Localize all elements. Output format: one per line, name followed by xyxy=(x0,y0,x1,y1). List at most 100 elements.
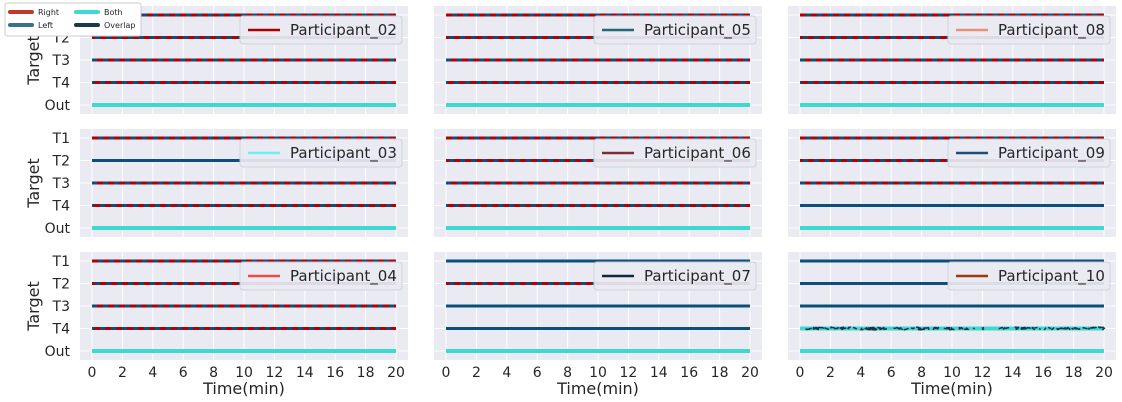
legend-label: Participant_08 xyxy=(998,21,1105,40)
y-axis-label: Target xyxy=(24,35,43,86)
track-noise-mark xyxy=(1060,327,1066,330)
track-noise-mark xyxy=(981,326,985,330)
x-tick-label: 8 xyxy=(917,365,926,381)
legend-label: Participant_06 xyxy=(644,144,751,163)
y-axis-label: Target xyxy=(24,281,43,332)
track-noise-mark xyxy=(882,326,885,330)
track-noise-mark xyxy=(821,326,825,329)
track-noise-mark xyxy=(965,327,970,331)
track-noise-mark xyxy=(1087,327,1090,330)
legend-label: Participant_03 xyxy=(290,144,397,163)
legend-box xyxy=(239,15,403,45)
x-tick-label: 12 xyxy=(265,365,283,381)
x-tick-label: 4 xyxy=(856,365,865,381)
subplot-participant-10: Participant_10 0 2 4 6 8 10 12 14 16 18 20 Time(min) xyxy=(788,252,1116,398)
y-tick-label: T4 xyxy=(52,322,71,338)
y-tick-label: Out xyxy=(45,221,71,237)
x-tick-label: 10 xyxy=(235,365,253,381)
figure-legend-label: Right xyxy=(38,8,59,17)
x-tick-label: 6 xyxy=(533,365,542,381)
track-noise-mark xyxy=(958,326,962,330)
figure-legend-label: Overlap xyxy=(104,21,135,30)
x-tick-label: 8 xyxy=(209,365,218,381)
track-noise-mark xyxy=(903,327,909,331)
y-tick-label: Out xyxy=(45,344,71,360)
x-tick-label: 20 xyxy=(1095,365,1113,381)
x-tick-label: 4 xyxy=(502,365,511,381)
x-tick-label: 16 xyxy=(1034,365,1052,381)
subplot-participant-07: Participant_07 0 2 4 6 8 10 12 14 16 18 20 Time(min) xyxy=(434,252,762,398)
legend-label: Participant_04 xyxy=(290,267,397,286)
track-noise-mark xyxy=(1101,327,1106,331)
figure-legend-label: Left xyxy=(38,21,53,30)
x-tick-label: 2 xyxy=(826,365,835,381)
x-tick-label: 18 xyxy=(357,365,375,381)
y-tick-label: T2 xyxy=(52,277,70,293)
y-tick-label: T1 xyxy=(52,131,70,147)
track-noise-mark xyxy=(927,326,930,331)
x-tick-label: 14 xyxy=(650,365,668,381)
track-noise-mark xyxy=(1043,327,1047,331)
track-noise-mark xyxy=(1056,327,1060,331)
x-tick-label: 20 xyxy=(741,365,759,381)
track-noise-mark xyxy=(895,326,901,330)
legend-label: Participant_09 xyxy=(998,144,1105,163)
track-noise-mark xyxy=(832,326,837,330)
track-noise-mark xyxy=(871,326,878,331)
track-noise-mark xyxy=(814,326,820,330)
track-noise-mark xyxy=(1050,326,1055,331)
track-noise-mark xyxy=(1093,326,1097,329)
y-tick-label: T4 xyxy=(52,76,71,92)
track-noise-mark xyxy=(1082,326,1088,330)
track-noise-mark xyxy=(950,327,955,331)
x-tick-label: 0 xyxy=(88,365,97,381)
legend-box xyxy=(239,261,403,291)
legend-box xyxy=(593,138,757,168)
subplot-participant-06: Participant_06 xyxy=(434,129,762,237)
y-tick-label: T1 xyxy=(52,254,70,270)
x-axis-label: Time(min) xyxy=(910,379,993,398)
legend-box xyxy=(239,138,403,168)
track-noise-mark xyxy=(998,326,1004,330)
legend-box xyxy=(947,261,1111,291)
subplot-participant-08: Participant_08 xyxy=(788,6,1116,114)
x-tick-label: 10 xyxy=(943,365,961,381)
figure-legend-box xyxy=(4,2,142,37)
y-axis-label: Target xyxy=(24,158,43,209)
x-tick-label: 14 xyxy=(296,365,314,381)
figure-legend: Right Both Left Overlap xyxy=(4,2,142,37)
track-noise-mark xyxy=(960,326,964,330)
track-noise-mark xyxy=(1074,326,1080,331)
y-tick-label: T4 xyxy=(52,199,71,215)
track-noise-mark xyxy=(847,326,851,329)
track-noise-mark xyxy=(1027,326,1031,330)
track-noise-mark xyxy=(1038,327,1041,331)
track-noise-mark xyxy=(1022,326,1027,330)
track-noise-mark xyxy=(842,327,847,330)
track-noise-mark xyxy=(1066,326,1071,331)
track-noise-mark xyxy=(824,327,830,331)
track-noise-mark xyxy=(813,327,820,331)
x-axis-label: Time(min) xyxy=(556,379,639,398)
track-noise-mark xyxy=(1090,327,1093,330)
y-tick-label: T3 xyxy=(52,176,70,192)
track-noise-mark xyxy=(1034,326,1038,329)
track-noise-mark xyxy=(1020,327,1024,330)
track-noise-mark xyxy=(1031,326,1036,331)
track-noise-mark xyxy=(1015,327,1018,331)
legend-label: Participant_05 xyxy=(644,21,751,40)
x-tick-label: 4 xyxy=(148,365,157,381)
track-noise-mark xyxy=(836,326,840,330)
x-tick-label: 8 xyxy=(563,365,572,381)
subplot-participant-05: Participant_05 xyxy=(434,6,762,114)
x-tick-label: 16 xyxy=(326,365,344,381)
track-noise-mark xyxy=(1006,326,1010,329)
x-tick-label: 6 xyxy=(887,365,896,381)
track-noise-mark xyxy=(866,327,870,331)
y-tick-label: Out xyxy=(45,98,71,114)
x-tick-label: 18 xyxy=(1065,365,1083,381)
legend-label: Participant_02 xyxy=(290,21,397,40)
track-noise-mark xyxy=(860,327,863,330)
